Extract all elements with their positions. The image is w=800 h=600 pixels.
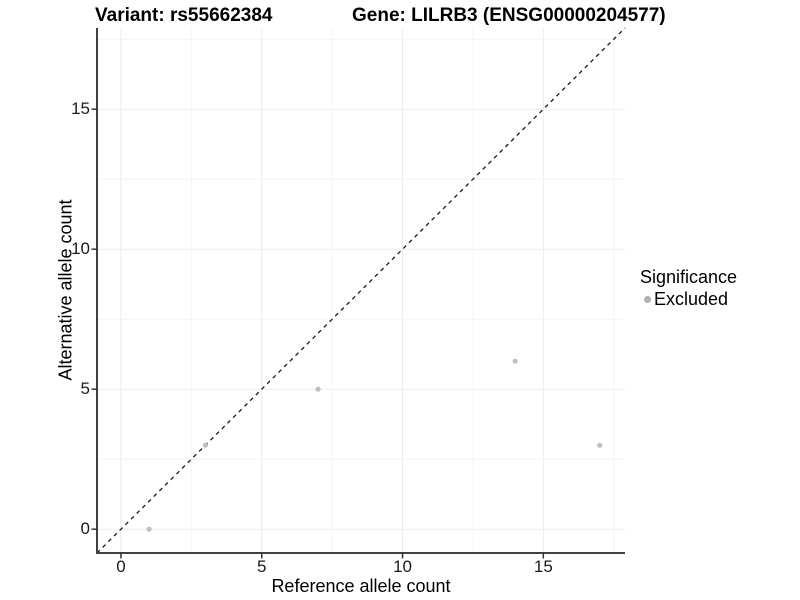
legend-point-icon (644, 296, 651, 303)
legend-item-label: Excluded (654, 289, 729, 309)
data-point (315, 386, 321, 392)
y-tick-label: 15 (71, 99, 90, 119)
gene-title: Gene: LILRB3 (ENSG00000204577) (352, 5, 666, 26)
y-tick-label: 10 (71, 239, 90, 259)
data-point (202, 442, 209, 448)
y-axis-title: Alternative allele count (55, 199, 76, 381)
legend-title: Significance (640, 267, 738, 287)
x-axis-title: Reference allele count (271, 576, 451, 596)
y-tick-label: 5 (80, 379, 90, 399)
x-tick-label: 0 (116, 557, 126, 576)
y-tick-label: 0 (80, 519, 90, 539)
data-point (146, 526, 152, 532)
legend: Significance Excluded (640, 267, 737, 310)
variant-title: Variant: rs55662384 (95, 5, 273, 26)
x-tick-label: 5 (257, 557, 267, 576)
data-point (597, 442, 603, 448)
x-tick-label: 10 (393, 557, 412, 576)
identity-dashed-line (96, 27, 626, 554)
data-point (512, 358, 518, 364)
legend-item-excluded: Excluded (640, 289, 737, 310)
x-tick-label: 15 (533, 557, 553, 576)
